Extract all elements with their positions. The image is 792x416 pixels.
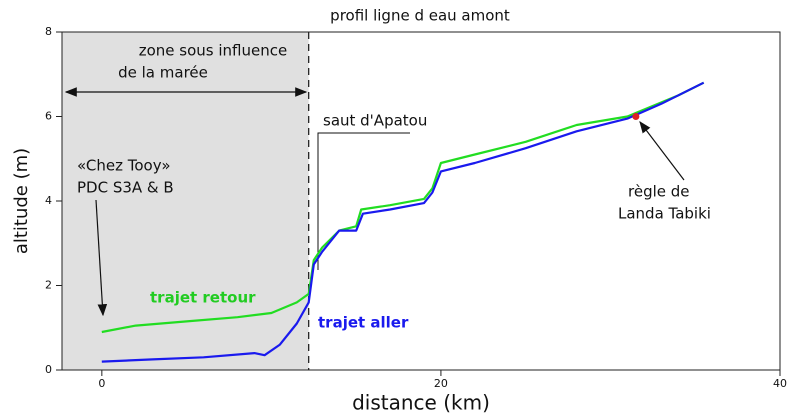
x-tick-label: 20	[434, 377, 448, 390]
tide-zone	[62, 32, 309, 370]
y-tick-label: 0	[45, 363, 52, 376]
y-tick-label: 2	[45, 279, 52, 292]
apatou-leader	[317, 132, 410, 270]
chart-title: profil ligne d eau amont	[330, 7, 510, 25]
landa-label: Landa Tabiki	[618, 205, 711, 223]
y-axis-label: altitude (m)	[11, 148, 32, 254]
apatou-label: saut d'Apatou	[323, 112, 427, 130]
zone-label: de la marée	[118, 64, 208, 82]
x-tick-label: 40	[773, 377, 787, 390]
y-tick-label: 4	[45, 194, 52, 207]
x-axis-label: distance (km)	[352, 391, 490, 415]
tooy-arrow	[95, 199, 108, 317]
series-line	[101, 81, 705, 363]
landa-arrow	[639, 121, 685, 181]
landa-label: règle de	[628, 183, 690, 201]
zone-label: zone sous influence	[139, 42, 287, 60]
series-label: trajet retour	[150, 289, 256, 307]
series-line	[101, 81, 705, 334]
y-tick-label: 8	[45, 25, 52, 38]
tooy-label: «Chez Tooy»	[77, 157, 171, 175]
x-tick-label: 0	[98, 377, 105, 390]
series-label: trajet aller	[318, 314, 409, 332]
y-tick-label: 6	[45, 110, 52, 123]
gauge-marker	[632, 113, 640, 120]
tooy-label: PDC S3A & B	[77, 179, 174, 197]
